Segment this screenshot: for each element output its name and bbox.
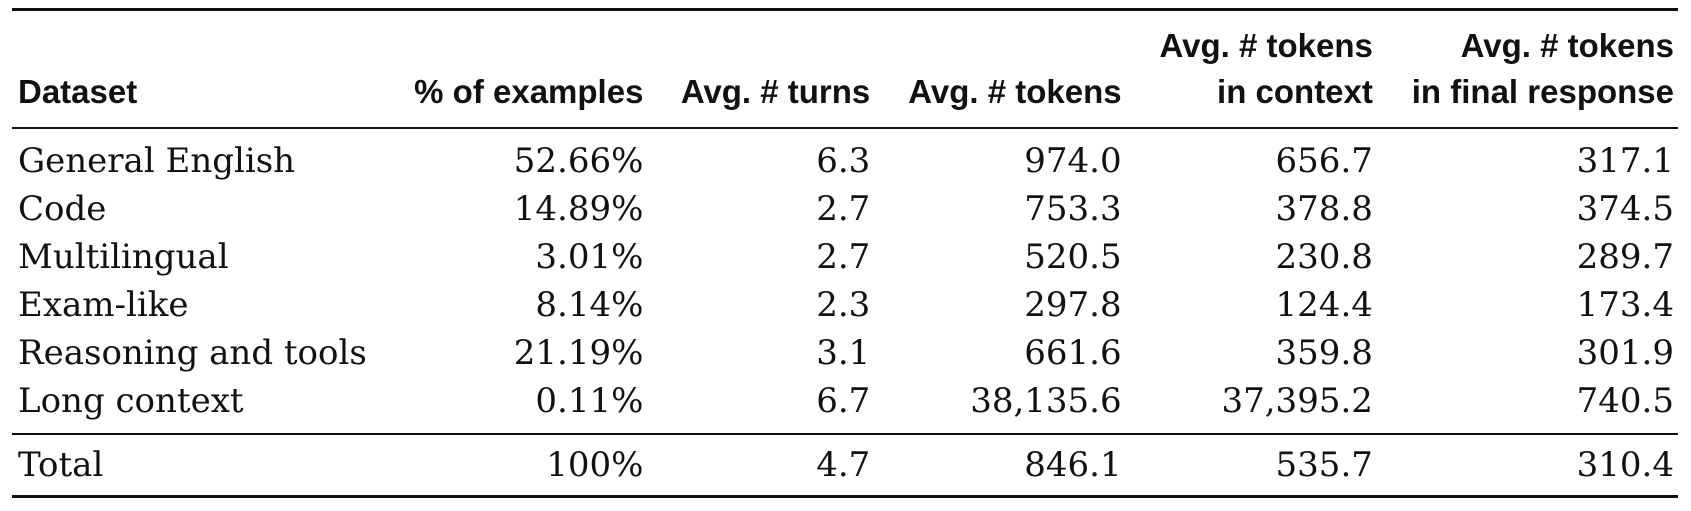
- table-row: Long context 0.11% 6.7 38,135.6 37,395.2…: [12, 377, 1678, 434]
- cell-tokens: 661.6: [1024, 333, 1122, 373]
- header-avg-tokens-final-line2: in final response: [1411, 73, 1674, 110]
- header-avg-tokens-label: Avg. # tokens: [908, 73, 1122, 110]
- total-tokens: 846.1: [886, 433, 1138, 498]
- table-total: Total 100% 4.7 846.1 535.7 310.4: [12, 433, 1678, 498]
- table-row: Reasoning and tools 21.19% 3.1 661.6 359…: [12, 329, 1678, 377]
- cell-final: 173.4: [1576, 285, 1674, 325]
- cell-final: 317.1: [1576, 141, 1674, 181]
- total-dataset: Total: [12, 433, 392, 498]
- cell-turns: 3.1: [816, 333, 871, 373]
- cell-final: 301.9: [1576, 333, 1674, 373]
- cell-turns: 2.7: [816, 237, 871, 277]
- cell-turns: 6.7: [816, 381, 871, 421]
- header-pct-examples-label: % of examples: [414, 73, 644, 110]
- header-avg-tokens-final: Avg. # tokens in final response: [1388, 9, 1678, 129]
- header-avg-tokens-final-line1: Avg. # tokens: [1460, 27, 1674, 64]
- total-row: Total 100% 4.7 846.1 535.7 310.4: [12, 433, 1678, 498]
- cell-pct: 52.66%: [513, 141, 644, 181]
- cell-tokens: 753.3: [1024, 189, 1122, 229]
- table-body: General English 52.66% 6.3 974.0 656.7 3…: [12, 128, 1678, 434]
- header-dataset-label: Dataset: [18, 73, 138, 110]
- total-final: 310.4: [1388, 433, 1678, 498]
- cell-context: 359.8: [1275, 333, 1373, 373]
- header-dataset: Dataset: [12, 9, 392, 129]
- cell-tokens: 297.8: [1024, 285, 1122, 325]
- total-context: 535.7: [1137, 433, 1389, 498]
- header-avg-turns: Avg. # turns: [659, 9, 887, 129]
- cell-dataset: Reasoning and tools: [18, 333, 367, 373]
- cell-turns: 2.3: [816, 285, 871, 325]
- cell-final: 289.7: [1576, 237, 1674, 277]
- cell-context: 378.8: [1275, 189, 1373, 229]
- header-avg-tokens-context-line2: in context: [1217, 73, 1373, 110]
- cell-final: 740.5: [1576, 381, 1674, 421]
- cell-final: 374.5: [1576, 189, 1674, 229]
- cell-turns: 2.7: [816, 189, 871, 229]
- header-avg-tokens-context: Avg. # tokens in context: [1137, 9, 1389, 129]
- table-row: Multilingual 3.01% 2.7 520.5 230.8 289.7: [12, 233, 1678, 281]
- cell-context: 37,395.2: [1221, 381, 1373, 421]
- cell-dataset: General English: [18, 141, 296, 181]
- header-row: Dataset % of examples Avg. # turns Avg. …: [12, 9, 1678, 129]
- cell-pct: 21.19%: [513, 333, 644, 373]
- header-pct-examples: % of examples: [391, 9, 660, 129]
- cell-turns: 6.3: [816, 141, 871, 181]
- cell-tokens: 38,135.6: [970, 381, 1122, 421]
- table-row: Exam-like 8.14% 2.3 297.8 124.4 173.4: [12, 281, 1678, 329]
- table-row: General English 52.66% 6.3 974.0 656.7 3…: [12, 128, 1678, 185]
- cell-context: 124.4: [1275, 285, 1373, 325]
- total-pct: 100%: [391, 433, 660, 498]
- cell-pct: 3.01%: [535, 237, 644, 277]
- cell-tokens: 974.0: [1024, 141, 1122, 181]
- cell-dataset: Long context: [18, 381, 244, 421]
- header-avg-tokens: Avg. # tokens: [886, 9, 1138, 129]
- cell-dataset: Code: [18, 189, 107, 229]
- cell-context: 656.7: [1275, 141, 1373, 181]
- dataset-statistics-table: Dataset % of examples Avg. # turns Avg. …: [12, 8, 1678, 498]
- total-turns: 4.7: [659, 433, 887, 498]
- cell-dataset: Exam-like: [18, 285, 189, 325]
- table-row: Code 14.89% 2.7 753.3 378.8 374.5: [12, 185, 1678, 233]
- cell-context: 230.8: [1275, 237, 1373, 277]
- header-avg-tokens-context-line1: Avg. # tokens: [1159, 27, 1373, 64]
- header-avg-turns-label: Avg. # turns: [680, 73, 871, 110]
- cell-tokens: 520.5: [1024, 237, 1122, 277]
- cell-dataset: Multilingual: [18, 237, 229, 277]
- cell-pct: 0.11%: [535, 381, 644, 421]
- cell-pct: 8.14%: [535, 285, 644, 325]
- table-header: Dataset % of examples Avg. # turns Avg. …: [12, 9, 1678, 129]
- cell-pct: 14.89%: [513, 189, 644, 229]
